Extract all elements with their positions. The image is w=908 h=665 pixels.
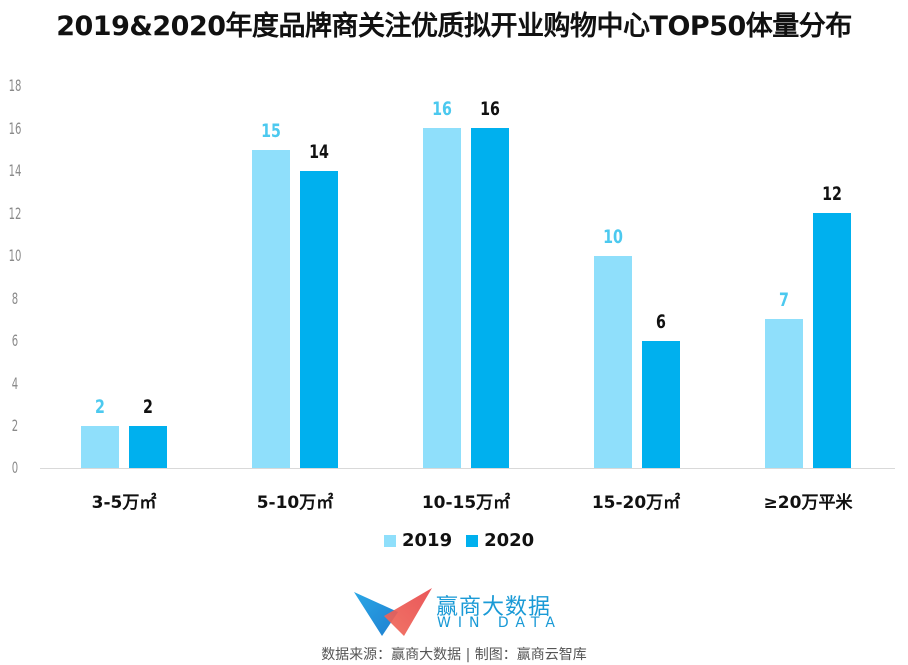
x-axis-line <box>40 468 895 469</box>
data-label-2020: 2 <box>143 395 153 418</box>
bar-2019 <box>252 149 290 468</box>
bar-2019 <box>594 255 632 468</box>
y-tick: 8 <box>11 289 19 308</box>
legend-swatch-2020 <box>466 534 479 547</box>
windata-logo-icon <box>354 588 432 636</box>
y-tick: 10 <box>8 246 22 265</box>
bar-2020 <box>129 425 167 468</box>
y-tick: 0 <box>11 458 19 477</box>
bar-2020 <box>471 128 509 468</box>
x-category-label: 3-5万㎡ <box>91 493 157 513</box>
y-tick: 14 <box>8 161 22 180</box>
data-label-2019: 7 <box>779 289 789 312</box>
x-category-label: 15-20万㎡ <box>591 493 681 513</box>
bar-2020 <box>813 213 851 468</box>
brand-name-en: WIN DATA <box>437 615 562 631</box>
data-label-2019: 2 <box>95 395 105 418</box>
legend-item-2020: 2020 <box>466 530 534 551</box>
brand-name-cn: 赢商大数据 <box>436 595 552 620</box>
data-label-2020: 16 <box>480 98 500 121</box>
legend-label-2020: 2020 <box>484 530 535 551</box>
data-label-2020: 14 <box>309 140 329 163</box>
data-label-2019: 15 <box>261 119 281 142</box>
source-note: 数据来源：赢商大数据 | 制图：赢商云智库 <box>321 647 587 663</box>
y-tick: 6 <box>11 331 19 350</box>
y-tick: 16 <box>8 119 22 138</box>
bar-2019 <box>423 128 461 468</box>
y-tick: 18 <box>8 76 22 95</box>
bar-2019 <box>765 319 803 468</box>
x-category-label: ≥20万平米 <box>763 493 853 513</box>
y-tick: 2 <box>11 416 19 435</box>
bar-2020 <box>642 340 680 468</box>
bar-2019 <box>81 425 119 468</box>
chart-title: 2019&2020年度品牌商关注优质拟开业购物中心TOP50体量分布 <box>56 11 852 42</box>
data-label-2020: 12 <box>822 183 842 206</box>
data-label-2020: 6 <box>656 310 666 333</box>
data-label-2019: 10 <box>603 225 623 248</box>
x-category-label: 5-10万㎡ <box>256 493 334 513</box>
legend-label-2019: 2019 <box>402 530 453 551</box>
y-tick: 12 <box>8 204 22 223</box>
bar-2020 <box>300 170 338 468</box>
legend-item-2019: 2019 <box>384 530 452 551</box>
data-label-2019: 16 <box>432 98 452 121</box>
legend: 2019 2020 <box>384 530 548 551</box>
legend-swatch-2019 <box>384 534 396 547</box>
y-tick: 4 <box>11 374 19 393</box>
x-category-label: 10-15万㎡ <box>421 493 511 513</box>
